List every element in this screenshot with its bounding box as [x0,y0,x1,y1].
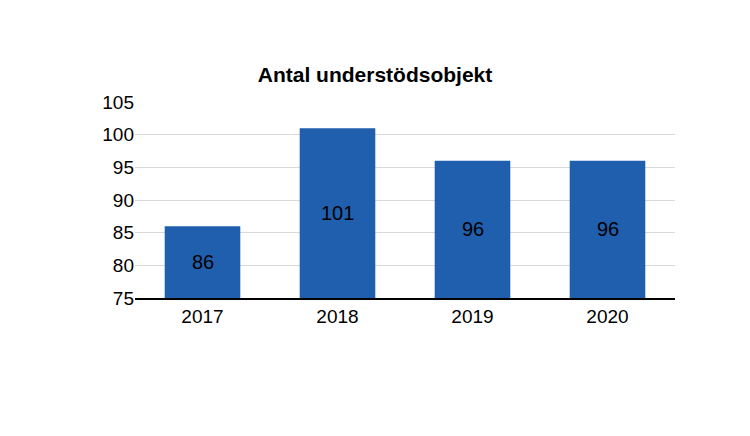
svg-text:90: 90 [113,190,134,211]
svg-text:86: 86 [192,251,214,273]
svg-text:95: 95 [113,157,134,178]
svg-text:96: 96 [462,218,484,240]
svg-text:2018: 2018 [316,306,358,327]
svg-text:75: 75 [113,288,134,309]
svg-text:96: 96 [597,218,619,240]
svg-text:2019: 2019 [451,306,493,327]
svg-text:85: 85 [113,222,134,243]
svg-text:105: 105 [102,92,134,113]
svg-text:100: 100 [102,124,134,145]
svg-text:101: 101 [321,202,354,224]
svg-text:Antal understödsobjekt: Antal understödsobjekt [258,63,493,86]
svg-text:80: 80 [113,255,134,276]
svg-text:2020: 2020 [586,306,628,327]
svg-text:2017: 2017 [181,306,223,327]
